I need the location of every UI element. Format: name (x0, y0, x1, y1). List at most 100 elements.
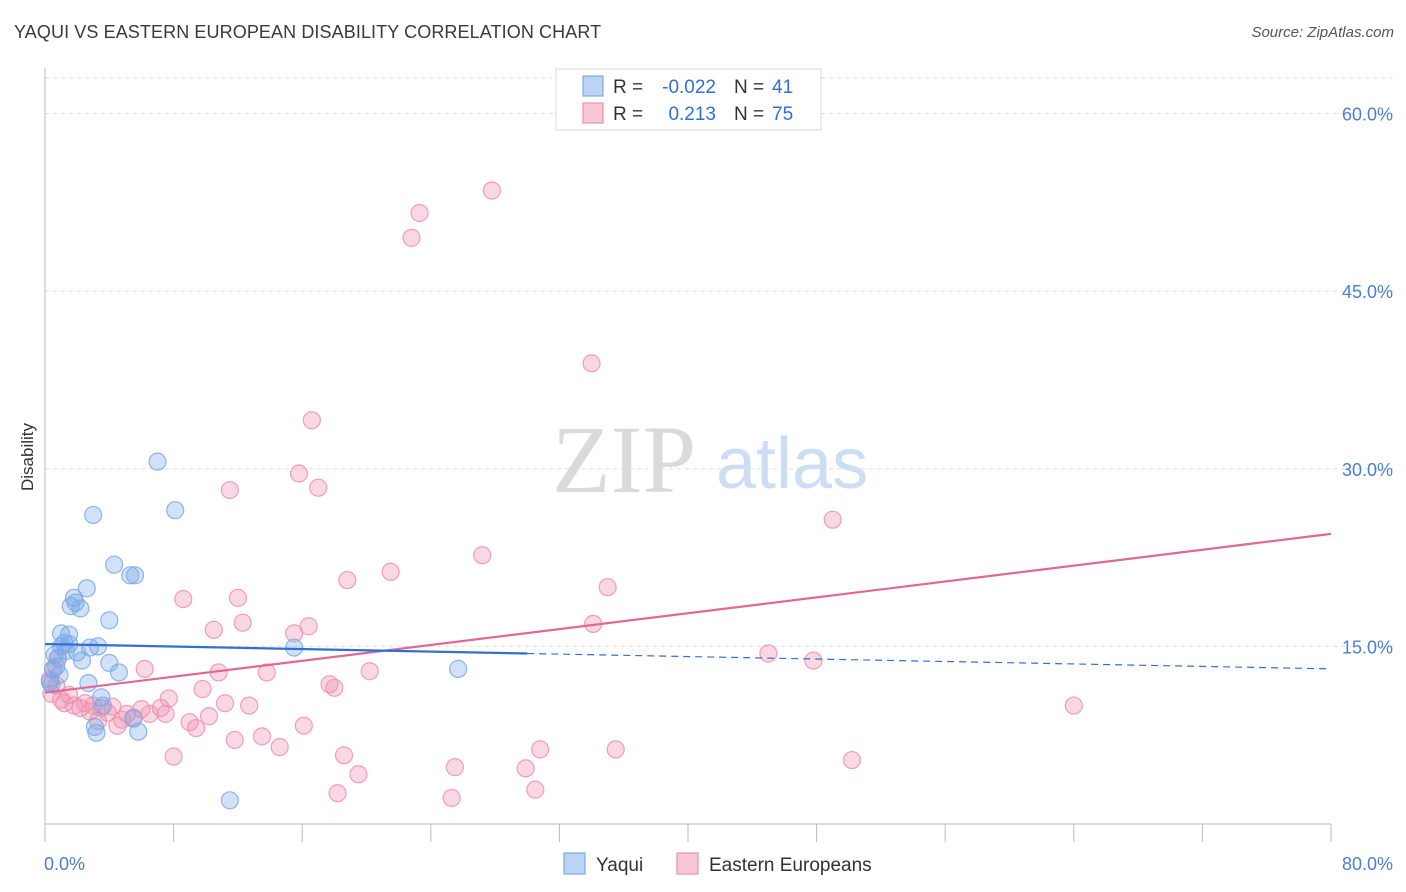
yaqui-point (93, 696, 112, 715)
stats-legend: R = -0.022 N = 41 R = 0.213 N = 75 (555, 68, 822, 131)
eastern-europeans-point (294, 716, 313, 735)
eastern-europeans-point (473, 546, 492, 565)
legend-label-yaqui: Yaqui (596, 855, 643, 876)
eastern-europeans-point (193, 679, 212, 699)
y-tick-label: 45.0% (1342, 282, 1393, 302)
yaqui-point (50, 665, 69, 684)
yaqui-point (100, 653, 119, 673)
eastern-europeans-point (228, 588, 247, 607)
y-tick-label: 15.0% (1342, 637, 1393, 657)
yaqui-point (77, 579, 96, 598)
eastern-europeans-point (482, 181, 501, 200)
yaqui-point (109, 663, 129, 682)
y-tick-label: 30.0% (1342, 460, 1393, 480)
yaqui-point (88, 637, 108, 656)
eastern-europeans-point (270, 737, 289, 757)
eastern-europeans-point (531, 740, 550, 759)
yaqui-point (71, 599, 90, 618)
eastern-europeans-point (309, 478, 328, 497)
stats-legend-r-label-eastern: R = (613, 104, 643, 125)
eastern-europeans-point (360, 662, 379, 681)
x-tick-label: 0.0% (44, 854, 85, 874)
x-tick-label: 80.0% (1342, 854, 1393, 874)
eastern-europeans-point (442, 788, 461, 808)
eastern-europeans-trend-line (44, 532, 1332, 694)
eastern-europeans-point (299, 617, 318, 636)
eastern-europeans-point (199, 707, 219, 726)
eastern-europeans-point (285, 624, 304, 643)
stats-legend-r-value-eastern: 0.213 (668, 104, 716, 125)
eastern-europeans-point (410, 203, 429, 223)
eastern-europeans-point (204, 620, 223, 639)
eastern-europeans-point (174, 589, 193, 609)
x-tick-labels: 0.0% 80.0% (44, 854, 1393, 874)
gridlines (45, 77, 1395, 647)
eastern-europeans-point (159, 689, 178, 708)
yaqui-point (148, 452, 167, 471)
eastern-europeans-point (257, 663, 276, 682)
eastern-europeans-point (187, 718, 206, 738)
watermark-zip: ZIP (552, 406, 696, 513)
source-label: Source: ZipAtlas.com (1251, 24, 1394, 41)
y-axis-title: Disability (18, 422, 37, 491)
stats-legend-swatch-yaqui (582, 75, 604, 97)
eastern-europeans-point (220, 480, 239, 500)
yaqui-point (285, 638, 304, 657)
eastern-europeans-point (252, 727, 272, 746)
yaqui-point (220, 791, 239, 810)
eastern-europeans-point (240, 696, 259, 715)
eastern-europeans-point (349, 765, 368, 784)
yaqui-trend-line (44, 642, 528, 655)
stats-legend-n-label-eastern: N = (734, 104, 764, 125)
chart-title: YAQUI VS EASTERN EUROPEAN DISABILITY COR… (14, 22, 602, 42)
stats-legend-n-label-yaqui: N = (734, 77, 764, 98)
yaqui-point (56, 642, 75, 661)
eastern-europeans-point (526, 780, 545, 799)
stats-legend-r-value-yaqui: -0.022 (662, 77, 716, 98)
legend-swatch-yaqui (563, 852, 586, 875)
eastern-europeans-point (325, 678, 344, 697)
yaqui-point (84, 505, 103, 525)
yaqui-trend-line-extension (527, 652, 1332, 670)
yaqui-point (125, 566, 145, 585)
yaqui-point (66, 593, 85, 612)
yaqui-point (85, 717, 104, 737)
eastern-europeans-points (40, 181, 1083, 808)
y-tick-label: 60.0% (1342, 105, 1393, 125)
eastern-europeans-point (1064, 696, 1083, 715)
eastern-europeans-point (156, 704, 175, 723)
trend-lines (44, 532, 1332, 694)
eastern-europeans-point (289, 464, 309, 483)
watermark-atlas: atlas (716, 424, 868, 504)
stats-legend-n-value-eastern: 75 (772, 104, 793, 125)
eastern-europeans-point (164, 747, 183, 766)
eastern-europeans-point (516, 759, 535, 778)
eastern-europeans-point (135, 659, 154, 678)
stats-legend-n-value-yaqui: 41 (772, 77, 793, 98)
eastern-europeans-point (381, 562, 400, 581)
axes (44, 68, 1332, 842)
eastern-europeans-point (759, 644, 778, 663)
stats-legend-swatch-eastern (582, 102, 604, 124)
legend-label-eastern: Eastern Europeans (709, 855, 872, 876)
eastern-europeans-point (225, 730, 244, 750)
y-tick-labels: 15.0% 30.0% 45.0% 60.0% (1342, 105, 1393, 658)
eastern-europeans-point (606, 740, 625, 759)
eastern-europeans-point (823, 510, 842, 529)
yaqui-point (121, 566, 140, 585)
watermark: ZIP atlas (552, 406, 868, 513)
eastern-europeans-point (233, 613, 252, 632)
legend-swatch-eastern (676, 852, 699, 875)
yaqui-point (449, 659, 468, 678)
yaqui-point (105, 555, 124, 574)
eastern-europeans-point (215, 694, 235, 713)
yaqui-points (40, 452, 468, 810)
bottom-legend: Yaqui Eastern Europeans (563, 852, 872, 876)
yaqui-point (72, 651, 92, 670)
eastern-europeans-point (582, 354, 601, 373)
eastern-europeans-point (598, 578, 617, 597)
eastern-europeans-point (445, 758, 465, 777)
yaqui-point (166, 501, 185, 520)
eastern-europeans-point (108, 716, 127, 735)
